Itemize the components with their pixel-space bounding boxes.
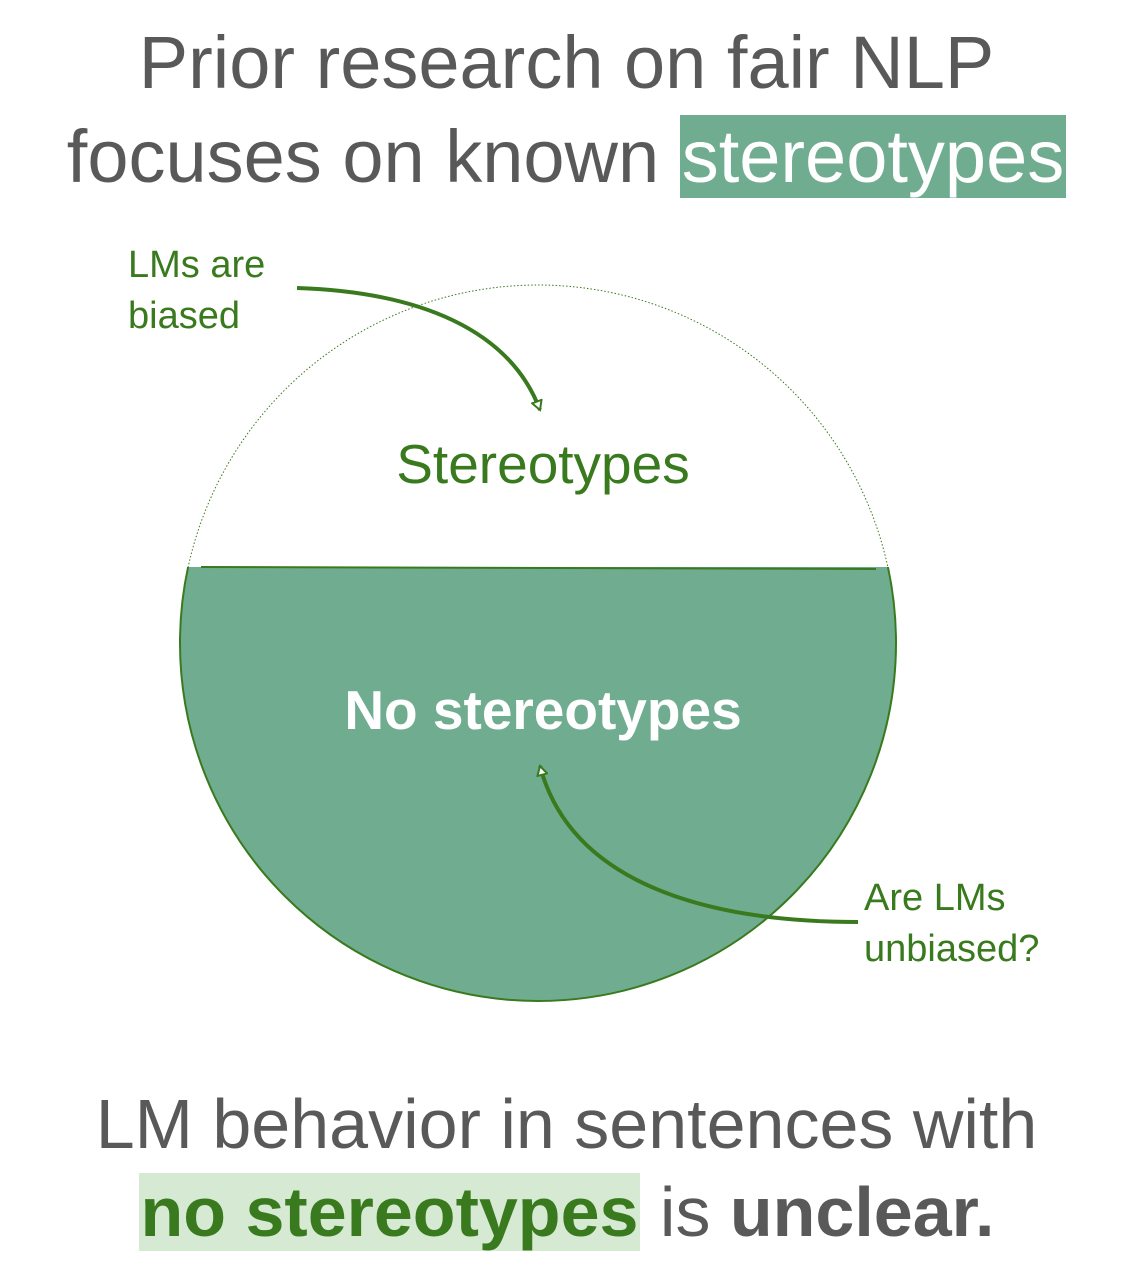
note-top-line-2: biased bbox=[128, 295, 240, 337]
title-highlight-stereotypes: stereotypes bbox=[679, 115, 1067, 198]
footer-line-2-middle: is bbox=[640, 1173, 730, 1251]
note-top-line-1: LMs are bbox=[128, 244, 266, 286]
no-stereotypes-region bbox=[179, 567, 897, 1002]
note-are-lms-unbiased: Are LMs unbiased? bbox=[864, 873, 1039, 975]
title-line-2-prefix: focuses on known bbox=[66, 115, 680, 198]
note-lms-are-biased: LMs are biased bbox=[128, 240, 265, 342]
footer-line-1: LM behavior in sentences with bbox=[95, 1085, 1038, 1163]
arrow-to-no-stereotypes bbox=[540, 766, 859, 924]
footer-line-2: no stereotypes is unclear. bbox=[0, 1166, 1133, 1258]
footer-highlight-no-stereotypes: no stereotypes bbox=[138, 1173, 641, 1251]
region-divider bbox=[200, 566, 877, 570]
note-bottom-line-2: unbiased? bbox=[864, 928, 1040, 970]
note-bottom-line-1: Are LMs bbox=[864, 877, 1006, 919]
stereotypes-label: Stereotypes bbox=[396, 433, 690, 495]
arrow-to-stereotypes bbox=[296, 286, 540, 410]
footer-unclear: unclear. bbox=[729, 1173, 995, 1251]
no-stereotypes-label: No stereotypes bbox=[344, 679, 742, 741]
title-line-2: focuses on known stereotypes bbox=[0, 110, 1133, 204]
title-line-1: Prior research on fair NLP bbox=[138, 21, 995, 104]
